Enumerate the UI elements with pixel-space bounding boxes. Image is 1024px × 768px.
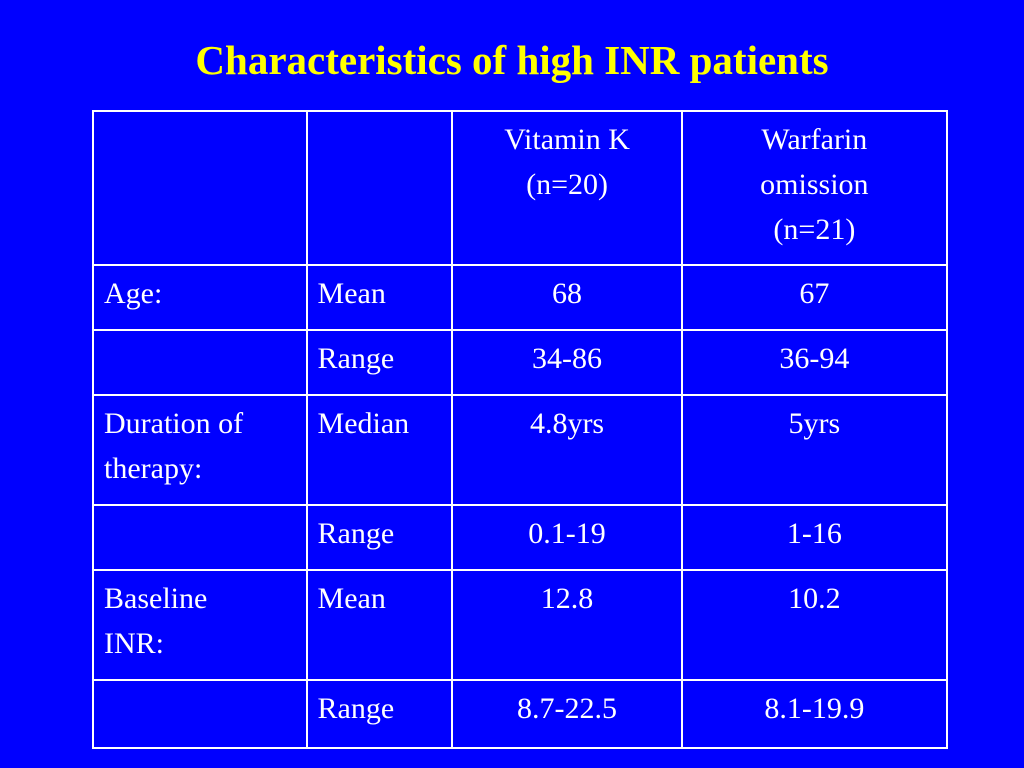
table-row: Range 34-86 36-94 <box>92 329 949 396</box>
row-stat: Mean <box>305 264 454 331</box>
slide-title: Characteristics of high INR patients <box>195 37 829 83</box>
row-stat: Range <box>305 504 454 571</box>
row-stat: Range <box>305 329 454 396</box>
row-stat: Median <box>305 394 454 506</box>
header-vitamin-k-line-2: (n=20) <box>526 168 608 201</box>
header-cell-empty-1 <box>92 110 308 266</box>
cell-warfarin-omission: 1-16 <box>680 504 949 571</box>
header-cell-empty-2 <box>305 110 454 266</box>
cell-vitamin-k: 12.8 <box>451 569 683 681</box>
row-label-empty <box>92 679 308 749</box>
row-label-baseline-inr: Baseline INR: <box>92 569 308 681</box>
row-label-empty <box>92 329 308 396</box>
row-label-line-1: Duration of <box>104 407 244 440</box>
table-row: Age: Mean 68 67 <box>92 264 949 331</box>
characteristics-table: Vitamin K (n=20) Warfarin omission (n=21… <box>92 110 949 749</box>
table-row: Range 8.7-22.5 8.1-19.9 <box>92 679 949 749</box>
cell-vitamin-k: 8.7-22.5 <box>451 679 683 749</box>
header-warfarin-line-1: Warfarin <box>761 123 868 156</box>
row-label-line-2: INR: <box>104 627 164 660</box>
cell-warfarin-omission: 5yrs <box>680 394 949 506</box>
table-row: Duration of therapy: Median 4.8yrs 5yrs <box>92 394 949 506</box>
header-cell-vitamin-k: Vitamin K (n=20) <box>451 110 683 266</box>
row-label-empty <box>92 504 308 571</box>
row-stat: Range <box>305 679 454 749</box>
cell-warfarin-omission: 36-94 <box>680 329 949 396</box>
cell-warfarin-omission: 67 <box>680 264 949 331</box>
header-vitamin-k-line-1: Vitamin K <box>504 123 630 156</box>
row-label-duration: Duration of therapy: <box>92 394 308 506</box>
cell-vitamin-k: 0.1-19 <box>451 504 683 571</box>
cell-warfarin-omission: 8.1-19.9 <box>680 679 949 749</box>
cell-vitamin-k: 4.8yrs <box>451 394 683 506</box>
header-warfarin-line-3: (n=21) <box>773 213 856 246</box>
cell-vitamin-k: 68 <box>451 264 683 331</box>
header-warfarin-line-2: omission <box>760 168 869 201</box>
cell-vitamin-k: 34-86 <box>451 329 683 396</box>
row-label-line-2: therapy: <box>104 452 203 485</box>
table-header-row: Vitamin K (n=20) Warfarin omission (n=21… <box>92 110 949 266</box>
row-label-age: Age: <box>92 264 308 331</box>
row-stat: Mean <box>305 569 454 681</box>
row-label-line-1: Baseline <box>104 582 208 615</box>
cell-warfarin-omission: 10.2 <box>680 569 949 681</box>
table-row: Baseline INR: Mean 12.8 10.2 <box>92 569 949 681</box>
table-row: Range 0.1-19 1-16 <box>92 504 949 571</box>
header-cell-warfarin-omission: Warfarin omission (n=21) <box>680 110 949 266</box>
